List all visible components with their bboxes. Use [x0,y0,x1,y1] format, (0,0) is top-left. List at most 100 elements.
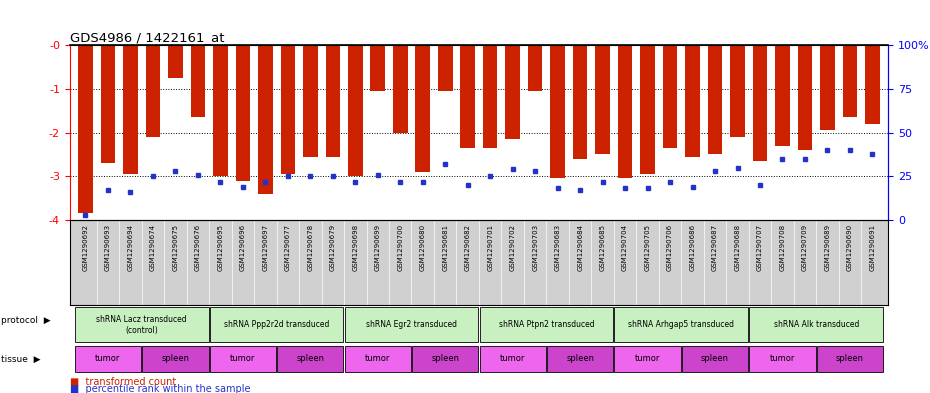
Bar [213,45,228,176]
Bar [416,45,430,172]
Text: GSM1290676: GSM1290676 [195,224,201,271]
Bar [78,45,93,213]
Bar [820,45,835,130]
Text: GSM1290678: GSM1290678 [307,224,313,271]
Bar [663,45,677,148]
Text: GSM1290687: GSM1290687 [712,224,718,271]
Text: GSM1290708: GSM1290708 [779,224,786,271]
Text: tumor: tumor [95,354,121,363]
Bar [551,45,565,178]
Bar [123,45,138,174]
Text: GSM1290679: GSM1290679 [330,224,336,271]
Bar [480,346,546,372]
Bar [393,45,407,132]
Bar [615,307,749,342]
Text: tumor: tumor [500,354,525,363]
Bar [776,45,790,146]
Text: GSM1290707: GSM1290707 [757,224,763,271]
Text: GSM1290696: GSM1290696 [240,224,246,271]
Text: tumor: tumor [365,354,391,363]
Bar [209,307,343,342]
Text: GSM1290674: GSM1290674 [150,224,156,271]
Text: spleen: spleen [701,354,729,363]
Text: GSM1290680: GSM1290680 [419,224,426,271]
Bar [618,45,632,178]
Bar [547,346,613,372]
Text: GSM1290694: GSM1290694 [127,224,134,271]
Text: GSM1290705: GSM1290705 [644,224,651,271]
Bar [277,346,343,372]
Text: spleen: spleen [432,354,459,363]
Bar [142,346,208,372]
Text: ■  transformed count: ■ transformed count [70,377,176,387]
Bar [750,346,816,372]
Bar [345,307,478,342]
Bar [209,346,276,372]
Text: shRNA Ptpn2 transduced: shRNA Ptpn2 transduced [498,320,594,329]
Bar [865,45,880,124]
Bar [74,346,141,372]
Bar [708,45,723,154]
Bar [798,45,812,150]
Text: GSM1290690: GSM1290690 [847,224,853,271]
Text: GSM1290691: GSM1290691 [870,224,875,271]
Text: GSM1290685: GSM1290685 [600,224,605,271]
Bar [483,45,498,148]
Text: GSM1290689: GSM1290689 [824,224,830,271]
Bar [480,307,613,342]
Text: shRNA Egr2 transduced: shRNA Egr2 transduced [366,320,457,329]
Text: GSM1290677: GSM1290677 [285,224,291,271]
Bar [843,45,857,117]
Text: GSM1290699: GSM1290699 [375,224,380,271]
Text: GSM1290686: GSM1290686 [689,224,696,271]
Text: GSM1290692: GSM1290692 [83,224,88,271]
Bar [235,45,250,181]
Text: GSM1290704: GSM1290704 [622,224,628,271]
Text: spleen: spleen [836,354,864,363]
Text: shRNA Alk transduced: shRNA Alk transduced [774,320,859,329]
Bar [258,45,272,194]
Text: tumor: tumor [231,354,256,363]
Bar [326,45,340,156]
Bar [528,45,542,91]
Bar [615,346,681,372]
Bar [146,45,160,137]
Bar [348,45,363,176]
Text: spleen: spleen [566,354,594,363]
Bar [640,45,655,174]
Text: shRNA Arhgap5 transduced: shRNA Arhgap5 transduced [629,320,735,329]
Text: GSM1290702: GSM1290702 [510,224,515,271]
Bar [460,45,475,148]
Bar [281,45,295,174]
Bar [168,45,182,78]
Bar [191,45,206,117]
Text: shRNA Lacz transduced
(control): shRNA Lacz transduced (control) [97,315,187,334]
Text: GSM1290706: GSM1290706 [667,224,673,271]
Text: protocol  ▶: protocol ▶ [1,316,50,325]
Text: GSM1290682: GSM1290682 [465,224,471,271]
Bar [595,45,610,154]
Bar [74,307,208,342]
Bar [370,45,385,91]
Text: GSM1290703: GSM1290703 [532,224,538,271]
Bar [412,346,478,372]
Text: GSM1290695: GSM1290695 [218,224,223,271]
Text: GSM1290697: GSM1290697 [262,224,269,271]
Text: GDS4986 / 1422161_at: GDS4986 / 1422161_at [70,31,224,44]
Text: shRNA Ppp2r2d transduced: shRNA Ppp2r2d transduced [224,320,329,329]
Bar [573,45,588,159]
Bar [685,45,700,156]
Text: GSM1290681: GSM1290681 [443,224,448,271]
Text: GSM1290683: GSM1290683 [554,224,561,271]
Bar [682,346,749,372]
Text: tumor: tumor [770,354,795,363]
Bar [752,45,767,161]
Text: ■  percentile rank within the sample: ■ percentile rank within the sample [70,384,250,393]
Text: GSM1290698: GSM1290698 [352,224,358,271]
Text: GSM1290700: GSM1290700 [397,224,404,271]
Text: GSM1290675: GSM1290675 [172,224,179,271]
Text: GSM1290688: GSM1290688 [735,224,740,271]
Text: tumor: tumor [635,354,660,363]
Text: GSM1290684: GSM1290684 [578,224,583,271]
Bar [345,346,411,372]
